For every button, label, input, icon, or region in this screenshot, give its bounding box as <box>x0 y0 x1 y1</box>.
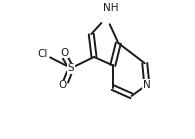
Text: O: O <box>60 48 68 58</box>
Text: N: N <box>143 80 151 90</box>
Text: S: S <box>68 63 74 73</box>
Text: NH: NH <box>103 3 118 13</box>
Text: O: O <box>59 80 67 90</box>
Text: Cl: Cl <box>37 49 48 59</box>
